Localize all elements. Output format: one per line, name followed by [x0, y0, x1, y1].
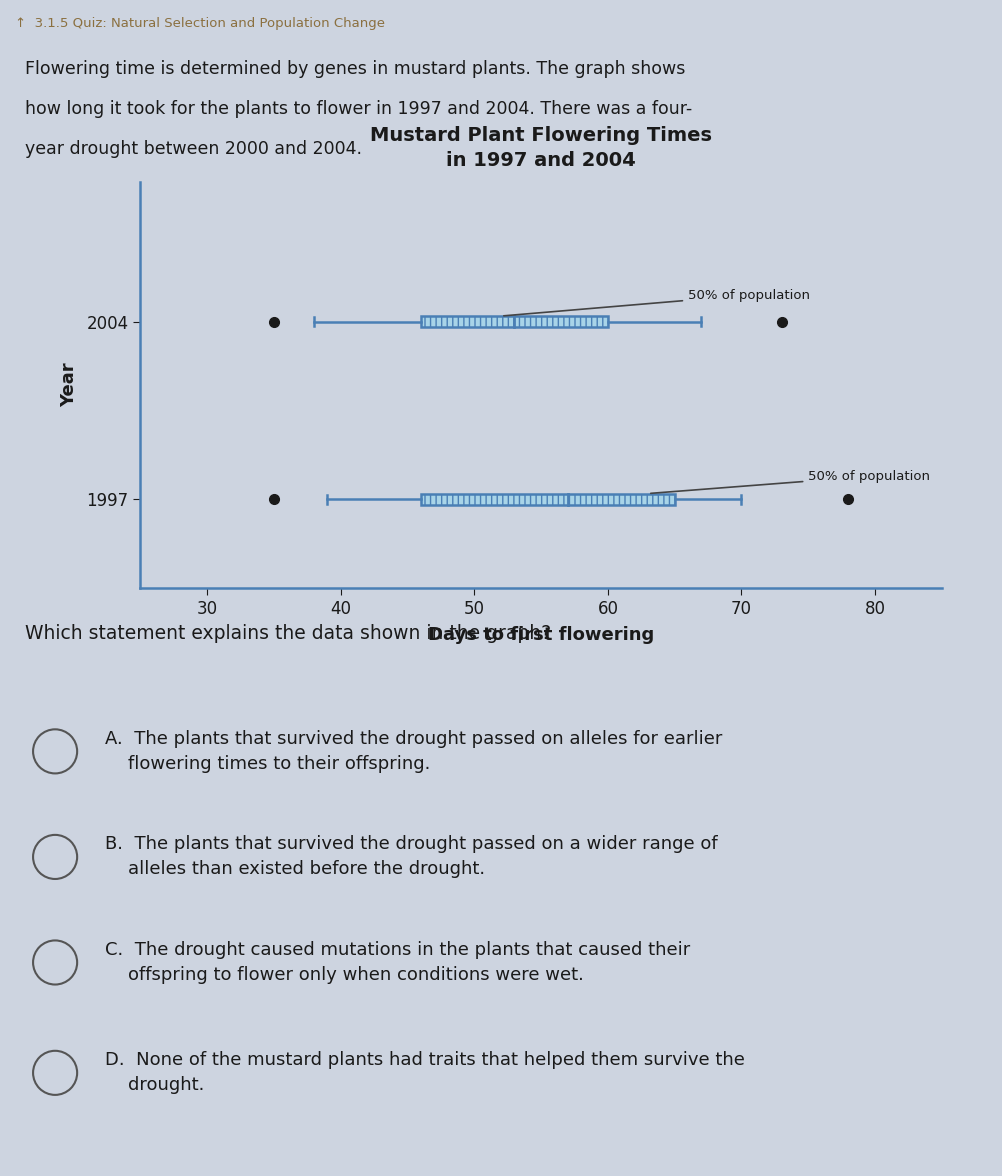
- Text: 50% of population: 50% of population: [650, 470, 930, 493]
- Text: Which statement explains the data shown in the graph?: Which statement explains the data shown …: [25, 624, 551, 643]
- Title: Mustard Plant Flowering Times
in 1997 and 2004: Mustard Plant Flowering Times in 1997 an…: [370, 126, 712, 169]
- Text: year drought between 2000 and 2004.: year drought between 2000 and 2004.: [25, 140, 362, 158]
- Text: ↑  3.1.5 Quiz: Natural Selection and Population Change: ↑ 3.1.5 Quiz: Natural Selection and Popu…: [15, 18, 385, 31]
- Y-axis label: Year: Year: [60, 363, 78, 407]
- X-axis label: Days to first flowering: Days to first flowering: [428, 626, 654, 644]
- Bar: [421, 316, 608, 327]
- Text: 50% of population: 50% of population: [504, 288, 810, 316]
- Bar: [421, 494, 674, 505]
- Text: Flowering time is determined by genes in mustard plants. The graph shows: Flowering time is determined by genes in…: [25, 60, 685, 78]
- Text: how long it took for the plants to flower in 1997 and 2004. There was a four-: how long it took for the plants to flowe…: [25, 100, 692, 118]
- Text: A.  The plants that survived the drought passed on alleles for earlier
    flowe: A. The plants that survived the drought …: [105, 730, 722, 773]
- Text: D.  None of the mustard plants had traits that helped them survive the
    droug: D. None of the mustard plants had traits…: [105, 1051, 745, 1095]
- Text: B.  The plants that survived the drought passed on a wider range of
    alleles : B. The plants that survived the drought …: [105, 835, 717, 878]
- Text: C.  The drought caused mutations in the plants that caused their
    offspring t: C. The drought caused mutations in the p…: [105, 941, 690, 984]
